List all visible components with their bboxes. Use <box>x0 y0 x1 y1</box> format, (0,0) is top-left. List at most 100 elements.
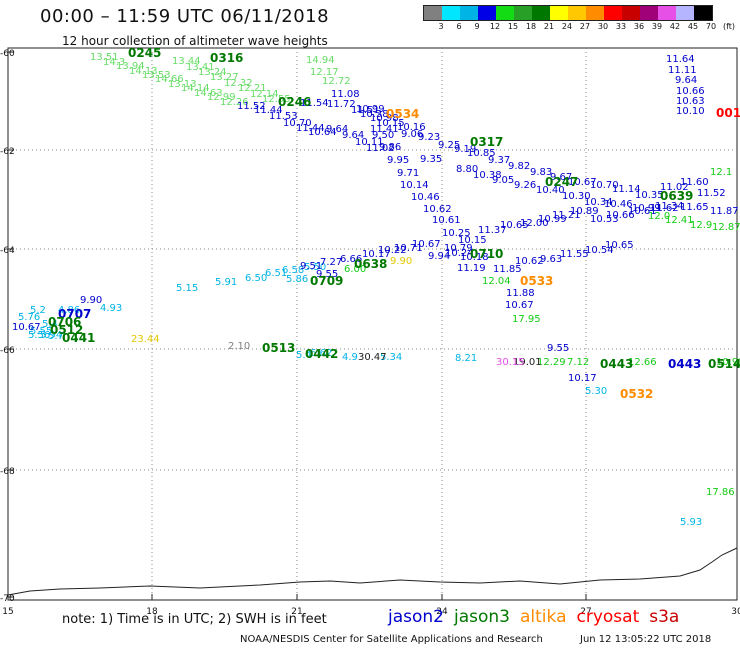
wave-height-value: 12.0 <box>648 211 670 222</box>
wave-height-value: 19.01 <box>513 357 542 368</box>
legend-label: 24 <box>561 22 573 31</box>
wave-height-value: 10.24 <box>445 248 474 259</box>
lat-label: -70 <box>0 594 15 604</box>
map-title: 00:00 – 11:59 UTC 06/11/2018 <box>40 6 330 27</box>
wave-height-value: 9.64 <box>326 124 348 135</box>
wave-height-value: 10.67 <box>505 300 534 311</box>
pass-label: 0532 <box>620 387 653 401</box>
wave-height-value: 11.52 <box>697 188 726 199</box>
lat-label: -66 <box>0 346 15 356</box>
track-south-gray: 2.10 <box>228 341 250 352</box>
legend-label: 36 <box>633 22 645 31</box>
legend-swatch <box>532 6 550 20</box>
wave-height-value: 10.67 <box>568 177 597 188</box>
wave-height-value: 10.98 <box>370 113 399 124</box>
wave-height-value: 5.7 <box>48 331 64 342</box>
wave-height-value: 6.00 <box>344 264 366 275</box>
wave-height-value: 11.02 <box>366 143 395 154</box>
wave-height-value: 10.65 <box>500 220 529 231</box>
wave-height-value: 5.76 <box>18 312 40 323</box>
wave-height-value: 12.21 <box>238 83 267 94</box>
pass-labels: 0245 0316 0246 0534 0317 0247 0639 0638 0709 0710… <box>48 46 740 401</box>
wave-height-value: 10.18 <box>460 252 489 263</box>
track-jason2-0246: 11.5211.4411.5310.7011.4410.649.649.6410… <box>237 101 395 154</box>
wave-height-value: 30.15 <box>496 357 525 368</box>
wave-height-value: 10.85 <box>467 148 496 159</box>
wave-height-value: 9.83 <box>530 167 552 178</box>
legend-label: 9 <box>474 22 480 31</box>
wave-height-value: 9.64 <box>675 75 697 86</box>
legend-swatch <box>460 6 478 20</box>
wave-height-value: 10.54 <box>585 245 614 256</box>
legend-label: 15 <box>507 22 519 31</box>
wave-height-value: 9.55 <box>316 269 338 280</box>
wave-height-value: 5.34 <box>380 352 402 363</box>
wave-height-value: 11.02 <box>660 182 689 193</box>
wave-height-value: 17.95 <box>512 314 541 325</box>
legend-swatch <box>640 6 658 20</box>
track-jason2-0317: 9.239.259.1910.859.379.829.839.6710.6710… <box>418 132 726 201</box>
wave-height-value: 10.70 <box>590 180 619 191</box>
wave-height-value: 5.15 <box>176 283 198 294</box>
wave-height-value: 11.51 <box>351 105 380 116</box>
legend-label: 3 <box>438 22 444 31</box>
color-scale-legend <box>423 5 713 21</box>
wave-height-value: 10.15 <box>376 118 405 129</box>
wave-height-value: 11.88 <box>506 288 535 299</box>
wave-height-value: 10.99 <box>632 203 661 214</box>
wave-height-value: 11.55 <box>560 249 589 260</box>
wave-height-value: 11.52 <box>237 101 266 112</box>
wave-height-value: 10.71 <box>394 243 423 254</box>
wave-height-value: 11.14 <box>612 184 641 195</box>
coastline <box>7 547 738 596</box>
wave-height-value: 5.55 <box>30 326 52 337</box>
wave-height-value: 10.63 <box>676 96 705 107</box>
wave-height-value: 11.54 <box>300 98 329 109</box>
wave-height-value: 13.44 <box>172 56 201 67</box>
track-west-blue: 9.90 10.67 <box>12 295 102 333</box>
track-cyan-south: 5.15 5.91 6.506.516.58 5.505.86 <box>176 262 326 294</box>
legend-label: 39 <box>651 22 663 31</box>
wave-height-value: 13.24 <box>198 67 227 78</box>
wave-height-value: 12.1 <box>710 167 732 178</box>
pass-label: 0245 <box>128 46 161 60</box>
legend-label: 30 <box>597 22 609 31</box>
track-south-dark: 19.01 30.47 <box>358 352 542 368</box>
wave-height-value: 10.89 <box>570 206 599 217</box>
wave-height-value: 10.17 <box>568 373 597 384</box>
legend-swatch <box>658 6 676 20</box>
wave-height-value: 14.13 <box>129 66 158 77</box>
pass-label: 0246 <box>278 95 311 109</box>
wave-height-value: 10.38 <box>473 170 502 181</box>
wave-height-value: 10.67 <box>412 239 441 250</box>
wave-height-value: 9.94 <box>428 251 450 262</box>
wave-height-value: 9.37 <box>488 155 510 166</box>
lon-label: 30 <box>731 607 740 617</box>
legend-swatch <box>424 6 442 20</box>
map-frame <box>7 47 738 601</box>
wave-height-value: 11.44 <box>296 123 325 134</box>
wave-height-value: 13.41 <box>186 62 215 73</box>
wave-height-value: 8.80 <box>456 164 478 175</box>
wave-height-value: 10.46 <box>604 199 633 210</box>
pass-label: 0534 <box>386 107 419 121</box>
wave-height-value: 14.3 <box>103 57 125 68</box>
legend-swatch <box>676 6 694 20</box>
wave-height-value: 9.23 <box>418 132 440 143</box>
wave-height-value: 11.21 <box>552 210 581 221</box>
track-jason2-mid: 9.517.276.669.5510.1710.2210.7110.6711.1… <box>300 239 535 311</box>
track-south-track: 9.55 10.17 <box>547 343 597 384</box>
wave-height-value: 4.86 <box>58 305 80 316</box>
pass-label: 0709 <box>310 274 343 288</box>
lon-label: 24 <box>436 607 448 617</box>
satellite-jason3: jason3 <box>454 607 510 627</box>
lat-label: -64 <box>0 246 15 256</box>
legend-swatch <box>514 6 532 20</box>
pass-label: 0443 <box>600 357 633 371</box>
wave-height-value: 9.26 <box>514 180 536 191</box>
wave-height-value: 5.56 <box>28 330 50 341</box>
wave-height-value: 10.67 <box>12 322 41 333</box>
